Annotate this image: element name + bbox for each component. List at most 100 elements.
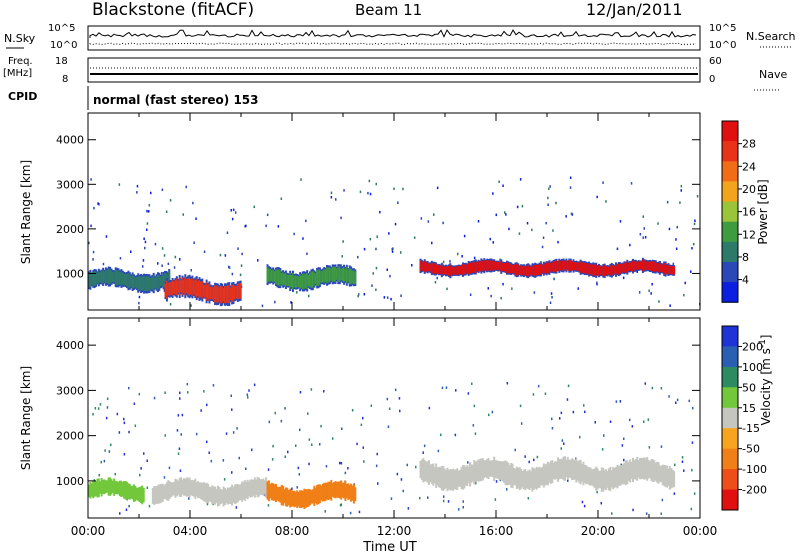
feature-cell	[569, 260, 572, 271]
scatter-cell	[146, 459, 148, 462]
feature-cell	[276, 269, 279, 285]
feature-cell	[158, 274, 161, 289]
feature-cell	[128, 274, 131, 288]
feature-cell	[347, 269, 350, 282]
scatter-cell	[495, 213, 497, 217]
scatter-cell	[140, 467, 142, 470]
scatter-cell	[230, 394, 232, 397]
feature-cell	[155, 276, 158, 289]
feature-cell	[103, 479, 106, 495]
feature-cell	[307, 274, 310, 287]
feature-cell	[613, 266, 616, 274]
feature-cell	[583, 262, 586, 274]
scatter-cell	[532, 393, 535, 396]
colorbar-cell	[722, 262, 738, 283]
feature-cell	[208, 486, 211, 502]
scatter-cell	[291, 487, 293, 490]
feature-cell	[643, 260, 646, 271]
scatter-cell	[370, 404, 373, 407]
feature-cell	[671, 266, 674, 275]
feature-cell	[255, 479, 258, 495]
feature-cell	[314, 273, 317, 284]
scatter-cell	[245, 224, 247, 228]
feature-cell	[593, 264, 596, 276]
cpid-text: normal (fast stereo) 153	[93, 93, 259, 107]
feature-cell	[343, 267, 346, 283]
feature-cell	[130, 485, 133, 499]
feature-cell	[435, 463, 438, 489]
colorbar-frame	[721, 325, 739, 511]
scatter-cell	[527, 497, 530, 500]
feature-cell	[276, 486, 279, 501]
scatter-cell	[163, 254, 166, 257]
feature-cell	[575, 262, 578, 271]
scatter-cell	[261, 304, 264, 308]
freq-label: Freq.	[8, 56, 33, 67]
feature-cell	[195, 278, 198, 298]
feature-cell	[554, 461, 557, 480]
scatter-cell	[106, 406, 109, 409]
scatter-cell	[226, 231, 229, 234]
scatter-cell	[555, 201, 557, 205]
scatter-cell	[146, 209, 148, 213]
scatter-cell	[356, 442, 358, 446]
scatter-cell	[234, 211, 237, 214]
scatter-cell	[330, 196, 333, 199]
feature-cell	[328, 481, 331, 500]
scatter-cell	[668, 395, 670, 398]
scatter-cell	[660, 445, 663, 448]
scatter-cell	[615, 400, 618, 403]
feature-cell	[590, 469, 593, 486]
scatter-cell	[629, 243, 631, 247]
feature-cell	[180, 477, 183, 497]
feature-cell	[630, 262, 633, 271]
feature-cell	[283, 489, 286, 504]
feature-cell	[282, 486, 285, 506]
feature-cell	[207, 483, 210, 504]
feature-cell	[518, 266, 521, 274]
feature-cell	[270, 482, 273, 501]
feature-cell	[589, 264, 592, 275]
scatter-cell	[200, 409, 202, 412]
feature-cell	[522, 469, 525, 490]
feature-cell	[324, 269, 327, 282]
feature-cell	[318, 484, 321, 503]
feature-cell	[103, 271, 106, 282]
feature-cell	[445, 266, 448, 275]
scatter-cell	[467, 461, 469, 464]
scatter-cell	[271, 458, 274, 461]
velocity-axis: 1000 2000 3000 4000	[56, 318, 701, 518]
feature-cell	[317, 484, 320, 505]
scatter-cell	[187, 391, 189, 394]
feature-cell	[145, 276, 148, 292]
feature-cell	[99, 271, 102, 283]
feature-cell	[436, 265, 439, 274]
feature-cell	[297, 276, 300, 288]
scatter-cell	[154, 242, 157, 246]
scatter-cell	[415, 465, 417, 469]
feature-cell	[576, 262, 579, 271]
scatter-cell	[388, 232, 390, 235]
scatter-cell	[643, 420, 645, 423]
feature-cell	[266, 481, 269, 500]
feature-cell	[432, 263, 435, 274]
scatter-cell	[583, 404, 585, 407]
scatter-cell	[163, 289, 166, 292]
feature-cell	[219, 285, 222, 304]
feature-cell	[476, 460, 479, 482]
feature-cell	[96, 478, 99, 498]
feature-cell	[588, 467, 591, 485]
feature-cell	[313, 272, 316, 286]
scatter-cell	[92, 258, 94, 261]
scatter-cell	[436, 186, 439, 190]
scatter-cell	[393, 187, 395, 190]
scatter-cell	[296, 486, 298, 489]
scatter-cell	[123, 453, 126, 456]
scatter-cell	[240, 264, 243, 267]
feature-cell	[544, 464, 547, 486]
scatter-cell	[90, 178, 92, 181]
feature-cell	[266, 266, 269, 283]
feature-cell	[440, 264, 443, 276]
feature-cell	[437, 466, 440, 488]
feature-cell	[629, 262, 632, 271]
